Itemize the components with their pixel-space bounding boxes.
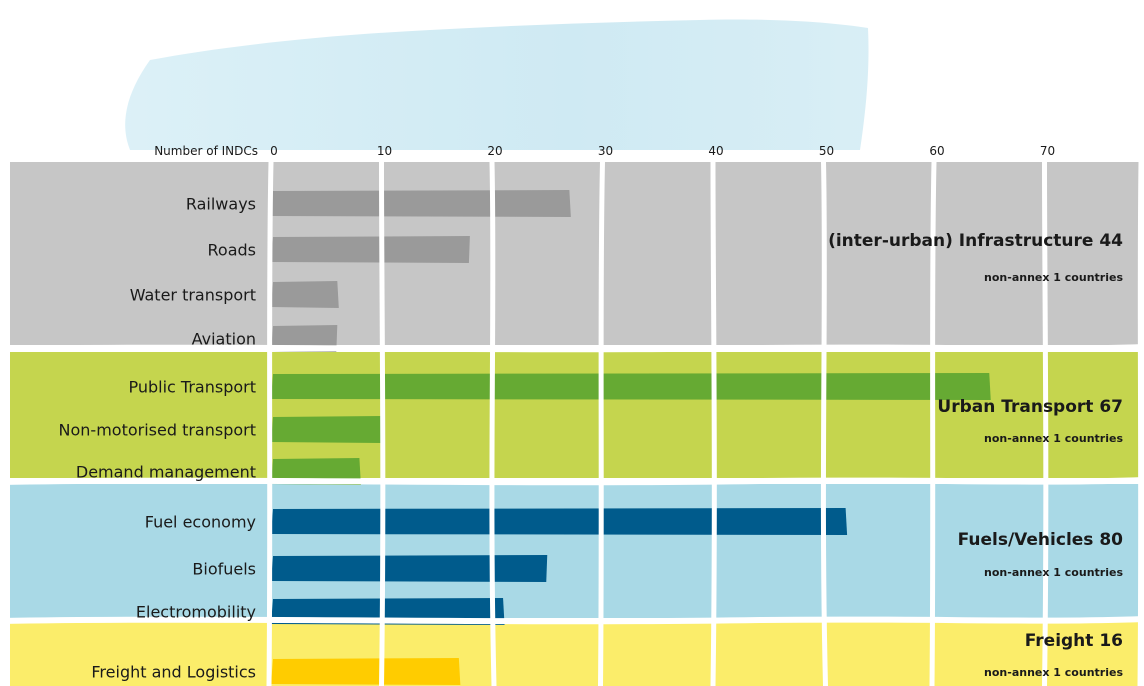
x-tick-label: 30 [598, 144, 613, 158]
gridline [820, 159, 828, 686]
gridline [379, 159, 386, 686]
bar-non-motorised-transport [271, 416, 382, 443]
gridline [266, 159, 274, 686]
gridline [598, 159, 605, 686]
x-tick-label: 70 [1040, 144, 1055, 158]
category-label: Electromobility [136, 603, 256, 622]
group-title: Fuels/Vehicles 80 [958, 530, 1124, 550]
category-label: Aviation [192, 330, 256, 349]
bar-biofuels [271, 555, 548, 582]
category-label: Public Transport [128, 378, 256, 397]
category-label: Water transport [130, 286, 256, 305]
group-title: Freight 16 [1025, 631, 1123, 651]
group-separator [0, 616, 1144, 625]
gridline [1137, 161, 1144, 686]
x-tick-label: 50 [819, 144, 834, 158]
group-subtitle: non-annex 1 countries [984, 666, 1123, 679]
category-label: Roads [208, 241, 256, 260]
x-tick-label: 20 [487, 144, 502, 158]
bar-roads [271, 236, 470, 263]
group-title: Urban Transport 67 [937, 397, 1123, 417]
bar-public-transport [271, 373, 991, 400]
gridline [489, 159, 497, 686]
category-label: Non-motorised transport [59, 421, 256, 440]
bar-railways [271, 190, 571, 217]
group-subtitle: non-annex 1 countries [984, 271, 1123, 284]
gridline [710, 159, 717, 686]
x-tick-label: 60 [929, 144, 944, 158]
category-label: Biofuels [192, 560, 256, 579]
group-title: (inter-urban) Infrastructure 44 [828, 231, 1123, 251]
group-subtitle: non-annex 1 countries [984, 432, 1123, 445]
category-label: Railways [186, 195, 256, 214]
category-label: Freight and Logistics [91, 663, 256, 682]
x-axis-title: Number of INDCs [154, 144, 258, 158]
group-band-urban-transport-67 [10, 352, 1140, 478]
gridline [929, 159, 937, 686]
group-separator [0, 344, 1144, 353]
group-subtitle: non-annex 1 countries [984, 566, 1123, 579]
group-band-freight-16 [10, 622, 1140, 686]
x-tick-label: 40 [708, 144, 723, 158]
bar-fuel-economy [271, 508, 848, 535]
group-separator [0, 477, 1144, 486]
gridline [1042, 159, 1049, 686]
bar-freight-and-logistics [271, 658, 461, 685]
x-tick-label: 0 [270, 144, 278, 158]
group-band-inter-urban-infrastructure-44 [10, 162, 1140, 345]
group-band-fuels-vehicles-80 [10, 484, 1140, 618]
category-label: Fuel economy [145, 513, 256, 532]
category-label: Demand management [76, 463, 256, 482]
x-tick-label: 10 [377, 144, 392, 158]
bar-water-transport [271, 281, 339, 308]
decorative-wash [125, 19, 869, 151]
